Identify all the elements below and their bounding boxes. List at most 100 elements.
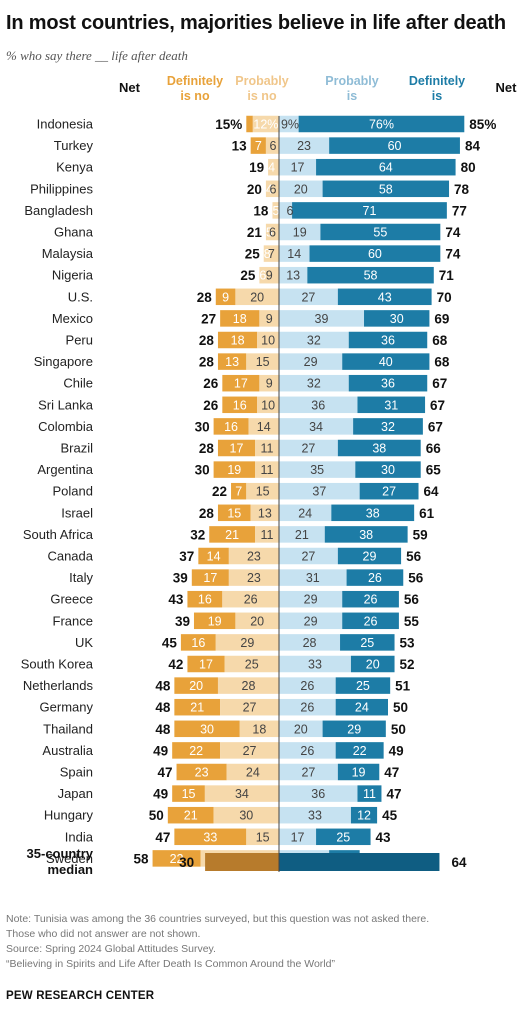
label-definitely-is: 27 [382, 485, 396, 499]
label-definitely-no: 18 [233, 312, 247, 326]
net-no-label: 39 [173, 571, 188, 586]
label-probably-is: 32 [307, 377, 321, 391]
bar-definitely-is [335, 677, 391, 694]
label-probably-is: 34 [309, 420, 323, 434]
country-label: Israel [61, 505, 93, 520]
net-no-label: 37 [179, 549, 194, 564]
bar-definitely-is [307, 266, 434, 284]
net-no-label: 28 [199, 506, 215, 521]
country-label: South Africa [23, 527, 94, 542]
header-definitely-no: Definitely [167, 74, 223, 88]
label-probably-is: 17 [291, 161, 305, 175]
country-label: Netherlands [23, 678, 94, 693]
label-probably-no: 10 [261, 334, 275, 348]
label-probably-no: 6 [270, 182, 277, 196]
net-no-label: 20 [247, 182, 262, 197]
label-definitely-is: 30 [381, 463, 395, 477]
net-no-label: 28 [199, 333, 215, 348]
label-probably-is: 14 [287, 247, 301, 261]
label-definitely-is: 24 [355, 701, 369, 715]
bar-definitely-is [359, 482, 419, 500]
label-definitely-no: 7 [235, 485, 242, 499]
country-label: Nigeria [52, 268, 94, 283]
bar-probably-no [220, 698, 279, 716]
bar-probably-is [279, 223, 321, 241]
label-definitely-no: 13 [225, 355, 239, 369]
bar-definitely-is [320, 223, 441, 241]
net-is-label: 78 [454, 182, 470, 197]
bar-probably-is [279, 720, 323, 738]
label-definitely-is: 60 [388, 139, 402, 153]
label-probably-no: 11 [261, 528, 274, 542]
label-probably-is: 23 [297, 139, 311, 153]
bar-definitely-is [292, 202, 447, 219]
net-is-label: 69 [434, 311, 449, 326]
label-probably-is: 6 [287, 204, 294, 218]
net-no-label: 43 [168, 592, 184, 607]
brand-logo-text: PEW RESEARCH CENTER [6, 990, 155, 1002]
label-probably-no: 20 [250, 614, 264, 628]
label-probably-no: 15 [256, 830, 270, 844]
net-is-label: 47 [386, 787, 401, 802]
net-no-label: 22 [212, 484, 227, 499]
country-label: India [65, 829, 94, 844]
label-probably-is: 29 [304, 593, 318, 607]
label-definitely-is: 29 [363, 550, 377, 564]
net-is-label: 67 [430, 398, 445, 413]
bar-probably-no [255, 526, 279, 543]
bar-probably-no [268, 158, 279, 176]
label-probably-no: 13 [258, 506, 272, 520]
net-no-label: 32 [190, 527, 205, 542]
bar-probably-is [279, 310, 365, 327]
bar-probably-is [279, 742, 336, 759]
label-definitely-is: 55 [373, 226, 387, 240]
report-title-line: “Believing in Spirits and Life After Dea… [6, 958, 335, 970]
label-probably-no: 29 [240, 636, 254, 650]
bar-probably-is [279, 439, 338, 457]
net-no-label: 50 [149, 808, 164, 823]
label-definitely-no: 15 [259, 226, 273, 240]
label-definitely-no: 22 [189, 744, 203, 758]
label-definitely-no: 17 [230, 442, 244, 456]
bar-definitely-is [337, 439, 421, 457]
country-label: Thailand [43, 721, 93, 736]
label-probably-is: 26 [300, 744, 314, 758]
net-is-label: 50 [391, 722, 406, 737]
header-probably-no: Probably [235, 74, 289, 88]
net-no-label: 48 [155, 700, 171, 715]
bar-probably-is [279, 374, 349, 392]
bar-definitely-no [209, 526, 256, 543]
bar-probably-no [215, 634, 279, 651]
bar-definitely-is [329, 137, 460, 154]
label-probably-no: 9 [266, 377, 273, 391]
label-probably-is: 24 [298, 506, 312, 520]
label-definitely-is: 22 [353, 744, 367, 758]
bar-definitely-no [217, 353, 247, 370]
bar-definitely-no [172, 785, 205, 802]
bar-probably-no [259, 374, 279, 392]
label-definitely-is: 58 [364, 269, 378, 283]
bar-probably-no [220, 742, 279, 759]
label-definitely-is: 38 [372, 442, 386, 456]
label-probably-is: 39 [315, 312, 329, 326]
country-label: U.S. [68, 289, 93, 304]
bar-definitely-no [213, 461, 256, 478]
label-probably-is: 27 [301, 290, 315, 304]
net-is-label: 53 [400, 635, 416, 650]
bar-definitely-is [322, 180, 450, 198]
label-definitely-no: 23 [195, 766, 209, 780]
bar-definitely-is [322, 720, 386, 738]
label-probably-no: 23 [247, 571, 261, 585]
bar-definitely-is [364, 310, 430, 327]
label-definitely-is: 60 [368, 247, 382, 261]
bar-probably-is [279, 677, 336, 694]
label-probably-no: 6 [270, 139, 277, 153]
bar-probably-no [257, 396, 279, 414]
country-label: Bangladesh [24, 203, 93, 218]
net-no-label: 49 [153, 743, 168, 758]
label-definitely-no: 18 [231, 334, 245, 348]
label-definitely-is: 32 [381, 420, 395, 434]
source-line: Source: Spring 2024 Global Attitudes Sur… [6, 943, 216, 955]
country-label: Sri Lanka [38, 397, 94, 412]
bar-probably-is [279, 482, 360, 500]
